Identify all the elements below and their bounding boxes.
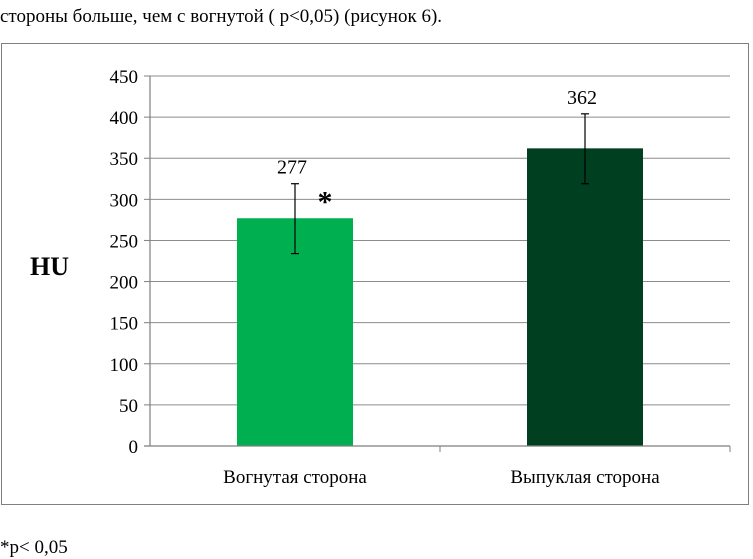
- y-tick-label: 300: [110, 190, 139, 211]
- y-tick-label: 50: [119, 396, 138, 417]
- category-label: Вогнутая сторона: [223, 467, 367, 488]
- bar: [237, 218, 353, 446]
- y-axis-label: HU: [30, 252, 69, 281]
- significance-mark: *: [318, 186, 333, 219]
- y-tick-label: 200: [110, 273, 139, 294]
- chart-frame: [1, 43, 749, 505]
- y-tick-labels: 0 50 100 150 200 250 300 350 400 450: [110, 67, 139, 458]
- y-tick-label: 250: [110, 231, 139, 252]
- data-label: 362: [567, 87, 597, 109]
- category-label: Выпуклая сторона: [510, 467, 660, 488]
- error-bars: [291, 113, 589, 255]
- bars: [237, 148, 643, 446]
- bar: [527, 148, 643, 446]
- y-tick-label: 100: [110, 355, 139, 376]
- category-labels: Вогнутая сторона Выпуклая сторона: [223, 467, 660, 488]
- y-tick-label: 150: [110, 314, 139, 335]
- y-tick-label: 400: [110, 108, 139, 129]
- axes: [144, 75, 731, 452]
- y-tick-label: 450: [110, 67, 139, 88]
- data-labels: 277 * 362: [277, 87, 597, 219]
- y-tick-label: 350: [110, 149, 139, 170]
- lead-text: стороны больше, чем с вогнутой ( p<0,05)…: [0, 6, 443, 27]
- y-tick-label: 0: [129, 437, 139, 458]
- data-label: 277: [277, 157, 307, 179]
- footnote: *p< 0,05: [0, 537, 68, 558]
